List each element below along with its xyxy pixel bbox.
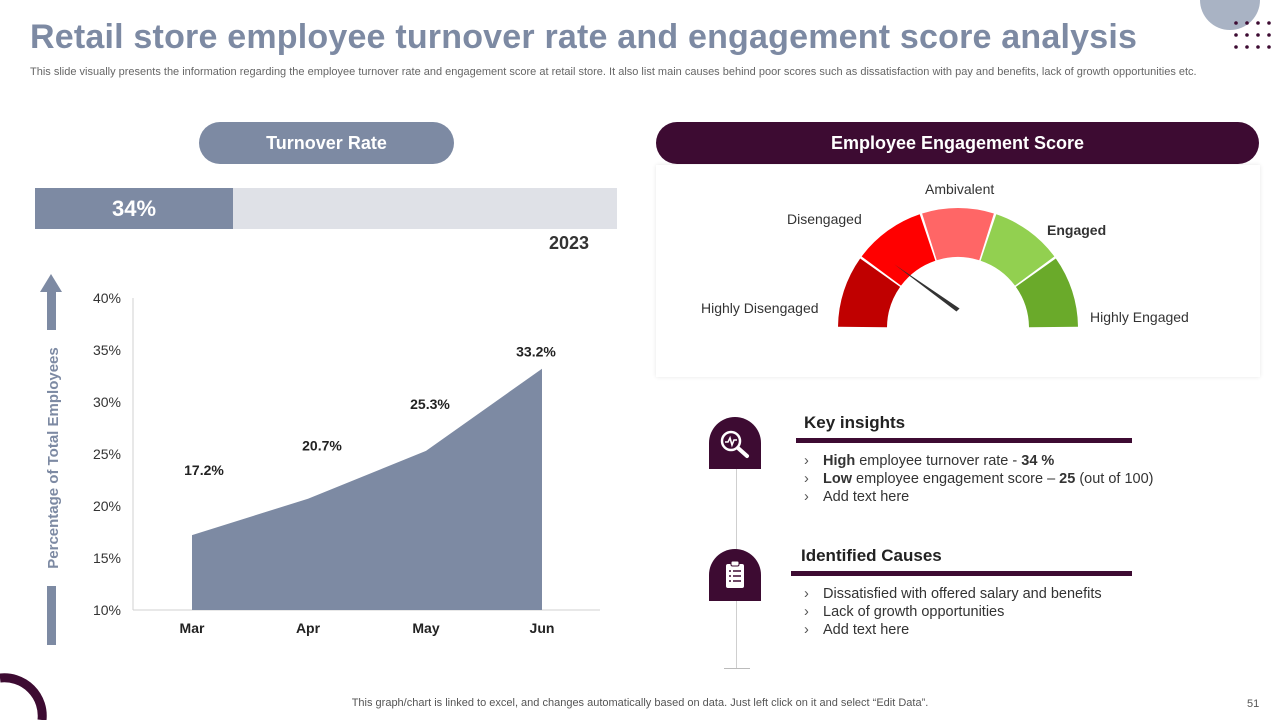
engagement-gauge (838, 208, 1078, 328)
turnover-progress-fill (35, 188, 233, 229)
gauge-segment (922, 208, 994, 261)
causes-icon-badge (709, 549, 761, 601)
y-tick-label: 30% (93, 394, 121, 410)
list-item: › Dissatisfied with offered salary and be… (804, 586, 1102, 602)
y-tick-label: 25% (93, 446, 121, 462)
gauge-segment (861, 214, 936, 286)
data-label: 25.3% (410, 396, 450, 412)
y-tick-label: 40% (93, 290, 121, 306)
page-number: 51 (1247, 698, 1260, 710)
engagement-gauge-panel: Highly Disengaged Disengaged Ambivalent … (656, 165, 1260, 377)
timeline-end-cap (724, 668, 750, 669)
data-label: 33.2% (516, 344, 556, 360)
engagement-score-header: Employee Engagement Score (656, 122, 1259, 164)
data-label: 17.2% (184, 462, 224, 478)
causes-list: › Dissatisfied with offered salary and be… (804, 585, 1102, 639)
list-item: › High employee turnover rate - 34 % (804, 453, 1055, 469)
corner-decoration-top-right (1200, 0, 1271, 49)
turnover-progress-label: 34% (111, 196, 157, 221)
gauge-label-disengaged: Disengaged (787, 211, 862, 227)
x-tick-label: Apr (296, 620, 321, 636)
magnifier-chart-icon (720, 430, 749, 458)
axis-arrow-head (40, 274, 62, 292)
y-tick-label: 35% (93, 342, 121, 358)
insights-title: Key insights (804, 413, 906, 432)
data-label: 20.7% (302, 438, 342, 454)
corner-decoration-bottom-left (0, 673, 47, 720)
gauge-label-ambivalent: Ambivalent (925, 181, 995, 197)
x-tick-label: May (412, 620, 439, 636)
x-tick-label: Mar (180, 620, 205, 636)
turnover-year: 2023 (549, 233, 590, 253)
gauge-segment (838, 258, 901, 328)
insights-list: › High employee turnover rate - 34 % › Low… (804, 452, 1153, 506)
y-tick-label: 20% (93, 498, 121, 514)
turnover-rate-header: Turnover Rate (199, 122, 454, 164)
list-item: › Add text here (804, 489, 910, 505)
turnover-progress-bar (35, 188, 617, 229)
x-tick-label: Jun (530, 620, 555, 636)
causes-title: Identified Causes (801, 546, 942, 565)
list-item: › Low employee engagement score – 25 (out… (804, 471, 1154, 487)
gauge-segment (1015, 258, 1078, 328)
clipboard-icon (726, 560, 744, 588)
list-item: › Lack of growth opportunities (804, 604, 1005, 620)
turnover-area-chart: Percentage of Total Employees 10% 15% 20% 25… (40, 274, 600, 645)
footer-note: This graph/chart is linked to excel, and… (351, 697, 929, 709)
ylabel-backdrop (40, 330, 66, 586)
list-item: › Add text here (804, 622, 910, 638)
causes-underline (791, 571, 1132, 576)
insights-icon-badge (709, 417, 761, 469)
y-axis-label: Percentage of Total Employees (45, 347, 62, 568)
page-title: Retail store employee turnover rate and … (30, 18, 1138, 56)
y-tick-label: 10% (93, 602, 121, 618)
gauge-label-engaged: Engaged (1047, 222, 1107, 238)
gauge-segment (980, 214, 1055, 286)
insights-underline (796, 438, 1132, 443)
gauge-needle (894, 264, 960, 312)
y-tick-label: 15% (93, 550, 121, 566)
page-subtitle: This slide visually presents the informa… (30, 66, 1197, 78)
gauge-label-highly-disengaged: Highly Disengaged (701, 300, 819, 316)
gauge-label-highly-engaged: Highly Engaged (1090, 309, 1189, 325)
area-series-turnover (192, 368, 542, 610)
